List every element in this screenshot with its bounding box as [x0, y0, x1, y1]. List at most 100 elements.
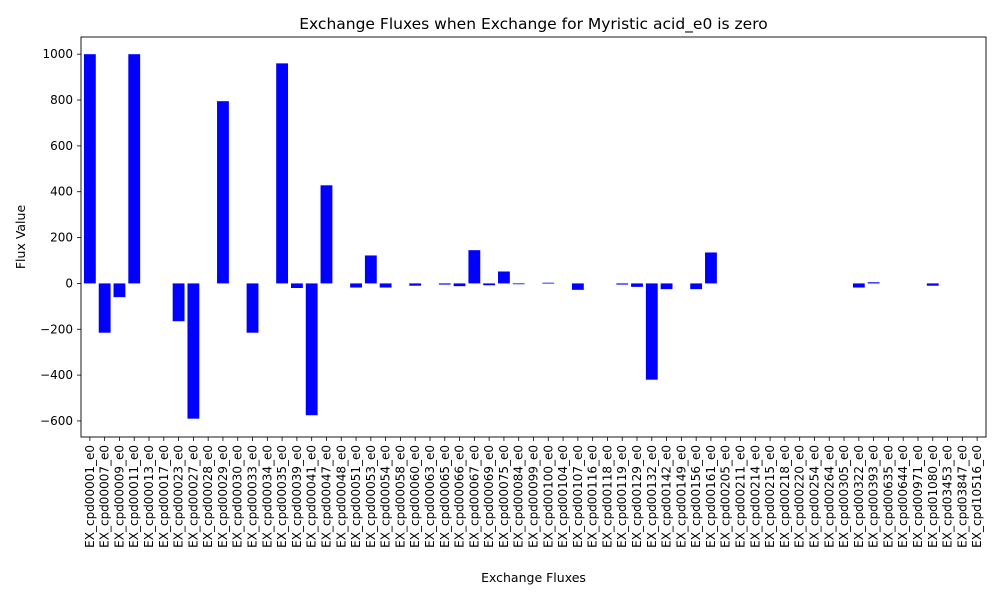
bar-EX_cpd00084_e0	[512, 283, 525, 285]
bar-EX_cpd00035_e0	[276, 63, 289, 284]
x-tick-label: EX_cpd00033_e0	[246, 445, 260, 548]
x-tick-label: EX_cpd00116_e0	[586, 445, 600, 548]
x-tick-label: EX_cpd00118_e0	[600, 445, 614, 548]
bar-EX_cpd00023_e0	[172, 283, 185, 322]
x-tick-label: EX_cpd00218_e0	[778, 445, 792, 548]
y-tick-label: 600	[50, 139, 73, 153]
x-tick-label: EX_cpd00161_e0	[704, 445, 718, 548]
x-tick-label: EX_cpd00305_e0	[837, 445, 851, 548]
x-tick-label: EX_cpd00971_e0	[911, 445, 925, 548]
bar-EX_cpd00001_e0	[83, 54, 96, 284]
x-tick-label: EX_cpd00075_e0	[497, 445, 511, 548]
x-tick-label: EX_cpd00069_e0	[482, 445, 496, 548]
x-tick-label: EX_cpd00100_e0	[541, 445, 555, 548]
x-tick-label: EX_cpd00211_e0	[734, 445, 748, 548]
bar-EX_cpd00051_e0	[350, 283, 362, 288]
x-tick-label: EX_cpd00041_e0	[305, 445, 319, 548]
bar-EX_cpd00011_e0	[128, 54, 141, 284]
x-tick-label: EX_cpd00214_e0	[748, 445, 762, 548]
y-tick-label: 200	[50, 231, 73, 245]
x-tick-label: EX_cpd00149_e0	[674, 445, 688, 548]
bar-EX_cpd00060_e0	[409, 283, 422, 286]
bar-EX_cpd00041_e0	[305, 283, 318, 416]
x-tick-label: EX_cpd00028_e0	[201, 445, 215, 548]
bar-EX_cpd00069_e0	[483, 283, 496, 286]
bar-EX_cpd00393_e0	[867, 282, 880, 284]
bar-EX_cpd01080_e0	[926, 283, 939, 286]
x-tick-label: EX_cpd00039_e0	[290, 445, 304, 548]
bar-EX_cpd00100_e0	[542, 282, 555, 284]
x-tick-label: EX_cpd00017_e0	[157, 445, 171, 548]
x-tick-label: EX_cpd00034_e0	[260, 445, 274, 548]
x-tick-label: EX_cpd00009_e0	[112, 445, 126, 548]
bar-EX_cpd00156_e0	[690, 283, 703, 290]
x-tick-label: EX_cpd00084_e0	[512, 445, 526, 548]
x-tick-label: EX_cpd00142_e0	[660, 445, 674, 548]
x-tick-label: EX_cpd00027_e0	[186, 445, 200, 548]
x-tick-label: EX_cpd00007_e0	[98, 445, 112, 548]
bar-EX_cpd00033_e0	[246, 283, 259, 333]
x-tick-label: EX_cpd00119_e0	[615, 445, 629, 548]
x-tick-label: EX_cpd00030_e0	[231, 445, 245, 548]
x-tick-label: EX_cpd00099_e0	[527, 445, 541, 548]
bar-EX_cpd00047_e0	[320, 185, 333, 284]
x-tick-label: EX_cpd00264_e0	[822, 445, 836, 548]
x-tick-label: EX_cpd00060_e0	[408, 445, 422, 548]
bar-EX_cpd00009_e0	[113, 283, 126, 298]
x-tick-label: EX_cpd00029_e0	[216, 445, 230, 548]
bar-EX_cpd00142_e0	[660, 283, 673, 290]
y-axis-title: Flux Value	[13, 205, 28, 270]
x-tick-label: EX_cpd00011_e0	[127, 445, 141, 548]
x-tick-label: EX_cpd00215_e0	[763, 445, 777, 548]
bars-group	[83, 54, 939, 419]
x-tick-label: EX_cpd00393_e0	[867, 445, 881, 548]
x-tick-label: EX_cpd00047_e0	[319, 445, 333, 548]
bar-EX_cpd00065_e0	[438, 283, 451, 285]
x-tick-label: EX_cpd00156_e0	[689, 445, 703, 548]
x-tick-label: EX_cpd00063_e0	[423, 445, 437, 548]
y-tick-label: 400	[50, 185, 73, 199]
y-tick-label: −400	[40, 368, 73, 382]
x-tick-label: EX_cpd00054_e0	[379, 445, 393, 548]
bar-EX_cpd00132_e0	[645, 283, 658, 380]
x-tick-label: EX_cpd00067_e0	[467, 445, 481, 548]
x-tick-label: EX_cpd00254_e0	[807, 445, 821, 548]
x-tick-label: EX_cpd00635_e0	[881, 445, 895, 548]
bar-EX_cpd00066_e0	[453, 283, 466, 287]
x-tick-label: EX_cpd00322_e0	[852, 445, 866, 548]
x-tick-label: EX_cpd00132_e0	[645, 445, 659, 548]
bar-EX_cpd00129_e0	[631, 283, 643, 287]
bar-EX_cpd00075_e0	[498, 271, 510, 284]
bar-EX_cpd00007_e0	[98, 283, 111, 333]
x-tick-label: EX_cpd01080_e0	[926, 445, 940, 548]
y-tick-label: 800	[50, 93, 73, 107]
x-tick-label: EX_cpd00048_e0	[334, 445, 348, 548]
x-tick-label: EX_cpd03847_e0	[955, 445, 969, 548]
x-tick-label: EX_cpd00051_e0	[349, 445, 363, 548]
x-tick-label: EX_cpd00129_e0	[630, 445, 644, 548]
x-axis-title: Exchange Fluxes	[481, 570, 586, 585]
x-tick-label: EX_cpd00001_e0	[83, 445, 97, 548]
x-tick-label: EX_cpd10516_e0	[970, 445, 984, 548]
x-tick-label: EX_cpd00107_e0	[571, 445, 585, 548]
bar-EX_cpd00039_e0	[290, 283, 303, 289]
y-tick-label: −600	[40, 414, 73, 428]
chart-title: Exchange Fluxes when Exchange for Myrist…	[299, 15, 768, 34]
bar-EX_cpd00119_e0	[616, 283, 629, 285]
bar-EX_cpd00029_e0	[217, 101, 229, 284]
x-tick-label: EX_cpd03453_e0	[941, 445, 955, 548]
bar-EX_cpd00107_e0	[571, 283, 584, 290]
plot-area-frame	[80, 36, 987, 438]
x-axis-ticks: EX_cpd00001_e0 EX_cpd00007_e0 EX_cpd00009_…	[83, 437, 984, 548]
x-tick-label: EX_cpd00104_e0	[556, 445, 570, 548]
y-tick-label: 0	[65, 276, 73, 290]
y-axis-ticks: −600 −400 −200 0 200 400 600 800 1000	[40, 47, 81, 428]
y-tick-label: 1000	[42, 47, 73, 61]
y-tick-label: −200	[40, 322, 73, 336]
bar-EX_cpd00054_e0	[379, 283, 392, 288]
x-tick-label: EX_cpd00035_e0	[275, 445, 289, 548]
x-tick-label: EX_cpd00220_e0	[793, 445, 807, 548]
x-tick-label: EX_cpd00023_e0	[172, 445, 186, 548]
x-tick-label: EX_cpd00066_e0	[453, 445, 467, 548]
